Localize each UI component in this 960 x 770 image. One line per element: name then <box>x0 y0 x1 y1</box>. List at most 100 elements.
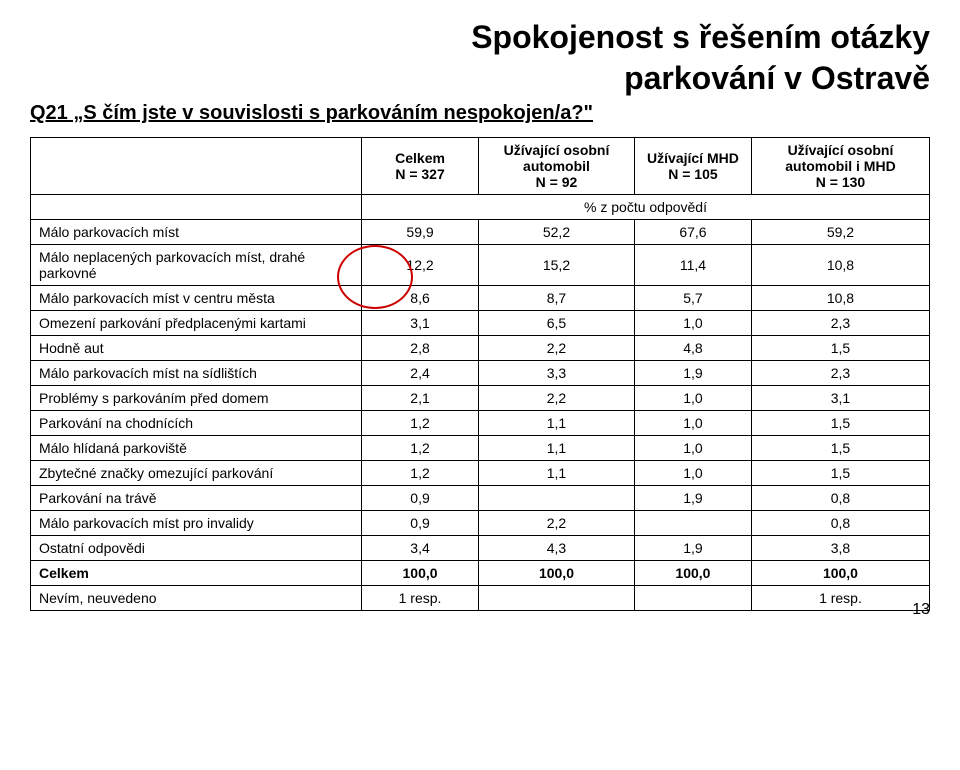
row-label: Málo neplacených parkovacích míst, drahé… <box>31 245 362 286</box>
row-label: Hodně aut <box>31 336 362 361</box>
cell-value: 2,2 <box>479 511 635 536</box>
cell-value: 1,0 <box>634 311 751 336</box>
footer-value <box>479 586 635 611</box>
cell-value: 1,0 <box>634 461 751 486</box>
cell-value: 0,9 <box>362 486 479 511</box>
cell-value: 2,8 <box>362 336 479 361</box>
cell-value: 4,3 <box>479 536 635 561</box>
cell-value: 8,6 <box>362 286 479 311</box>
cell-value: 2,4 <box>362 361 479 386</box>
col-header-1-l2: N = 92 <box>536 174 578 190</box>
cell-value <box>479 486 635 511</box>
cell-value: 1,5 <box>751 436 929 461</box>
table-row: Málo parkovacích míst v centru města8,68… <box>31 286 930 311</box>
col-header-1-l1: Užívající osobní automobil <box>504 142 610 174</box>
table-row: Málo parkovacích míst59,952,267,659,2 <box>31 220 930 245</box>
footer-value <box>634 586 751 611</box>
row-label: Ostatní odpovědi <box>31 536 362 561</box>
subheader-empty <box>31 195 362 220</box>
cell-value: 0,8 <box>751 486 929 511</box>
subheader-text: % z počtu odpovědí <box>362 195 930 220</box>
cell-value: 2,1 <box>362 386 479 411</box>
cell-value: 1,1 <box>479 411 635 436</box>
table-row: Málo parkovacích míst na sídlištích2,43,… <box>31 361 930 386</box>
cell-value: 3,3 <box>479 361 635 386</box>
row-label: Omezení parkování předplacenými kartami <box>31 311 362 336</box>
row-label: Málo parkovacích míst v centru města <box>31 286 362 311</box>
totals-value: 100,0 <box>479 561 635 586</box>
table-row: Parkování na trávě0,9 1,90,8 <box>31 486 930 511</box>
header-row: Celkem N = 327 Užívající osobní automobi… <box>31 138 930 195</box>
col-header-0: Celkem N = 327 <box>362 138 479 195</box>
slide-title-line2: parkování v Ostravě <box>30 61 930 96</box>
cell-value: 4,8 <box>634 336 751 361</box>
cell-value: 1,5 <box>751 411 929 436</box>
data-table: Celkem N = 327 Užívající osobní automobi… <box>30 137 930 611</box>
cell-value: 2,2 <box>479 336 635 361</box>
cell-value: 0,9 <box>362 511 479 536</box>
cell-value: 67,6 <box>634 220 751 245</box>
totals-value: 100,0 <box>634 561 751 586</box>
totals-row: Celkem100,0100,0100,0100,0 <box>31 561 930 586</box>
cell-value: 5,7 <box>634 286 751 311</box>
totals-label: Celkem <box>31 561 362 586</box>
table-row: Problémy s parkováním před domem2,12,21,… <box>31 386 930 411</box>
cell-value: 11,4 <box>634 245 751 286</box>
cell-value: 52,2 <box>479 220 635 245</box>
table-row: Málo parkovacích míst pro invalidy0,92,2… <box>31 511 930 536</box>
footer-label: Nevím, neuvedeno <box>31 586 362 611</box>
cell-value: 1,0 <box>634 386 751 411</box>
col-header-2-l1: Užívající MHD <box>647 150 739 166</box>
cell-value: 10,8 <box>751 286 929 311</box>
cell-value: 15,2 <box>479 245 635 286</box>
cell-value: 1,2 <box>362 461 479 486</box>
cell-value: 59,9 <box>362 220 479 245</box>
row-label: Zbytečné značky omezující parkování <box>31 461 362 486</box>
col-header-3-l1: Užívající osobní automobil i MHD <box>785 142 895 174</box>
cell-value: 6,5 <box>479 311 635 336</box>
row-label: Málo hlídaná parkoviště <box>31 436 362 461</box>
cell-value: 59,2 <box>751 220 929 245</box>
cell-value: 0,8 <box>751 511 929 536</box>
row-label: Parkování na chodnících <box>31 411 362 436</box>
totals-value: 100,0 <box>751 561 929 586</box>
footer-row: Nevím, neuvedeno1 resp.1 resp. <box>31 586 930 611</box>
cell-value: 1,9 <box>634 361 751 386</box>
cell-value: 3,1 <box>362 311 479 336</box>
table-row: Málo neplacených parkovacích míst, drahé… <box>31 245 930 286</box>
col-header-2: Užívající MHD N = 105 <box>634 138 751 195</box>
cell-value: 3,8 <box>751 536 929 561</box>
footer-value: 1 resp. <box>362 586 479 611</box>
cell-value: 10,8 <box>751 245 929 286</box>
slide-title-line1: Spokojenost s řešením otázky <box>30 20 930 55</box>
cell-value: 3,1 <box>751 386 929 411</box>
page-number: 13 <box>912 601 930 619</box>
cell-value: 1,1 <box>479 461 635 486</box>
cell-value: 1,9 <box>634 536 751 561</box>
table-row: Hodně aut2,82,24,81,5 <box>31 336 930 361</box>
col-header-2-l2: N = 105 <box>668 166 717 182</box>
cell-value: 1,2 <box>362 436 479 461</box>
cell-value: 1,2 <box>362 411 479 436</box>
table-row: Omezení parkování předplacenými kartami3… <box>31 311 930 336</box>
question-text: Q21 „S čím jste v souvislosti s parkován… <box>30 102 930 125</box>
row-label: Málo parkovacích míst <box>31 220 362 245</box>
row-label: Parkování na trávě <box>31 486 362 511</box>
cell-value: 2,3 <box>751 361 929 386</box>
header-empty <box>31 138 362 195</box>
row-label: Málo parkovacích míst na sídlištích <box>31 361 362 386</box>
col-header-0-l2: N = 327 <box>395 166 444 182</box>
table-row: Ostatní odpovědi3,44,31,93,8 <box>31 536 930 561</box>
cell-value: 1,5 <box>751 336 929 361</box>
footer-value: 1 resp. <box>751 586 929 611</box>
col-header-3: Užívající osobní automobil i MHD N = 130 <box>751 138 929 195</box>
cell-value: 3,4 <box>362 536 479 561</box>
cell-value: 8,7 <box>479 286 635 311</box>
cell-value: 2,3 <box>751 311 929 336</box>
subheader-row: % z počtu odpovědí <box>31 195 930 220</box>
col-header-0-l1: Celkem <box>395 150 445 166</box>
cell-value: 1,9 <box>634 486 751 511</box>
row-label: Problémy s parkováním před domem <box>31 386 362 411</box>
totals-value: 100,0 <box>362 561 479 586</box>
cell-value: 2,2 <box>479 386 635 411</box>
